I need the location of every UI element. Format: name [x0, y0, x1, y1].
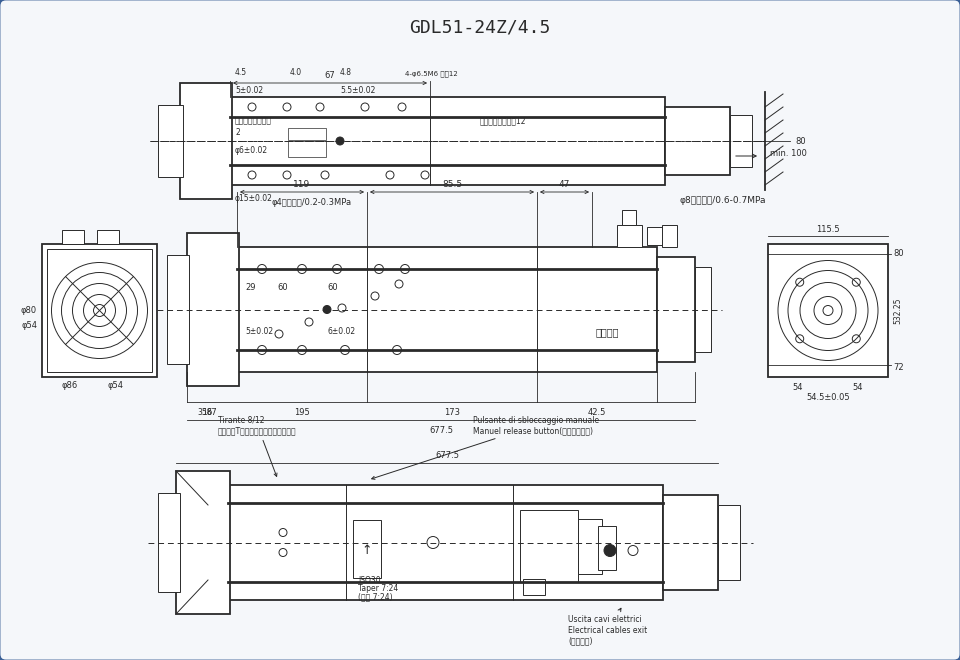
Bar [695, 267, 711, 352]
Bar [47, 249, 152, 372]
Text: 67: 67 [206, 408, 217, 417]
Text: 72: 72 [893, 362, 903, 372]
Text: 锁机定子支架螺钉12: 锁机定子支架螺钉12 [480, 116, 526, 125]
Text: 119: 119 [294, 180, 311, 189]
Text: 173: 173 [444, 408, 460, 417]
Bar [237, 247, 657, 372]
Text: 85.5: 85.5 [442, 180, 462, 189]
Text: 4.0: 4.0 [290, 68, 302, 77]
Text: 锁机定子支架螺钉: 锁机定子支架螺钉 [235, 116, 272, 125]
Bar [662, 225, 677, 247]
Text: Pulsante di sbloccaggio manuale
Manuel release button(手动松开按鈕): Pulsante di sbloccaggio manuale Manuel r… [372, 416, 599, 479]
Circle shape [323, 306, 331, 314]
Bar [598, 526, 616, 570]
Text: 29: 29 [245, 282, 255, 292]
Text: 54: 54 [852, 383, 863, 391]
Text: φ54: φ54 [107, 381, 123, 389]
Bar [578, 519, 602, 574]
Bar [62, 230, 84, 244]
Text: min. 100: min. 100 [770, 148, 806, 158]
Bar [176, 471, 230, 614]
Text: Taper 7:24: Taper 7:24 [358, 584, 398, 593]
Bar [768, 244, 888, 377]
Bar [730, 115, 752, 167]
Text: (锥度 7:24): (锥度 7:24) [358, 592, 393, 601]
Bar [718, 505, 740, 580]
Text: Uscita cavi elettrici
Electrical cables exit
(电缆出口): Uscita cavi elettrici Electrical cables … [568, 609, 647, 645]
Bar [663, 495, 718, 590]
Text: 60: 60 [277, 282, 288, 292]
Bar [230, 97, 665, 185]
Text: 54.5±0.05: 54.5±0.05 [806, 393, 850, 401]
Text: 4.5: 4.5 [235, 68, 247, 77]
Bar [647, 227, 665, 245]
Text: GDL51-24Z/4.5: GDL51-24Z/4.5 [409, 19, 551, 37]
Bar [523, 579, 545, 595]
Text: 4.8: 4.8 [340, 68, 352, 77]
Text: 80: 80 [795, 137, 805, 145]
Bar [665, 107, 730, 175]
Bar [158, 493, 180, 592]
Bar [228, 485, 663, 600]
Text: 60: 60 [327, 282, 338, 292]
Bar [520, 510, 578, 582]
Text: ↑: ↑ [362, 543, 372, 556]
Bar [288, 128, 326, 140]
Bar [288, 141, 326, 157]
Text: 气动气孔: 气动气孔 [595, 327, 619, 337]
Text: ISO30: ISO30 [358, 576, 380, 585]
Bar [657, 257, 695, 362]
Circle shape [604, 544, 616, 556]
Text: 4-φ6.5M6 螺纹12: 4-φ6.5M6 螺纹12 [405, 71, 458, 77]
Text: φ15±0.02: φ15±0.02 [235, 194, 273, 203]
Text: 677.5: 677.5 [429, 426, 453, 435]
Bar [42, 244, 157, 377]
Bar [97, 230, 119, 244]
Text: 6±0.02: 6±0.02 [327, 327, 355, 337]
Text: Tirante 8/12
小弄锁定T锁具上的弹簧小弄锁定功能: Tirante 8/12 小弄锁定T锁具上的弹簧小弄锁定功能 [218, 416, 297, 477]
Bar [353, 520, 381, 578]
Text: 47: 47 [559, 180, 570, 189]
Bar [167, 255, 189, 364]
Bar [622, 210, 636, 225]
Text: 5±0.02: 5±0.02 [245, 327, 274, 337]
Text: 54: 54 [793, 383, 804, 391]
Text: φ54: φ54 [21, 321, 37, 330]
Text: 5.5±0.02: 5.5±0.02 [340, 86, 375, 95]
Text: φ8轴承气射/0.6-0.7MPa: φ8轴承气射/0.6-0.7MPa [680, 196, 766, 205]
Text: φ4气管接口/0.2-0.3MPa: φ4气管接口/0.2-0.3MPa [272, 198, 352, 207]
Text: 35: 35 [197, 408, 206, 417]
Bar [617, 225, 642, 247]
Text: 42.5: 42.5 [588, 408, 606, 417]
Text: φ80: φ80 [21, 306, 37, 315]
Bar [158, 105, 183, 177]
Text: 5±0.02: 5±0.02 [235, 86, 263, 95]
Bar [187, 233, 239, 386]
Text: φ6±0.02: φ6±0.02 [235, 146, 268, 155]
Text: 67: 67 [324, 71, 335, 80]
Text: 115.5: 115.5 [816, 226, 840, 234]
Text: 195: 195 [294, 408, 310, 417]
Text: 18: 18 [202, 408, 211, 417]
Text: 80: 80 [893, 249, 903, 259]
Text: 677.5: 677.5 [435, 451, 459, 460]
Text: φ86: φ86 [62, 381, 79, 389]
Circle shape [336, 137, 344, 145]
Bar [180, 83, 232, 199]
Text: 2: 2 [235, 128, 240, 137]
Text: 532.25: 532.25 [893, 297, 902, 324]
